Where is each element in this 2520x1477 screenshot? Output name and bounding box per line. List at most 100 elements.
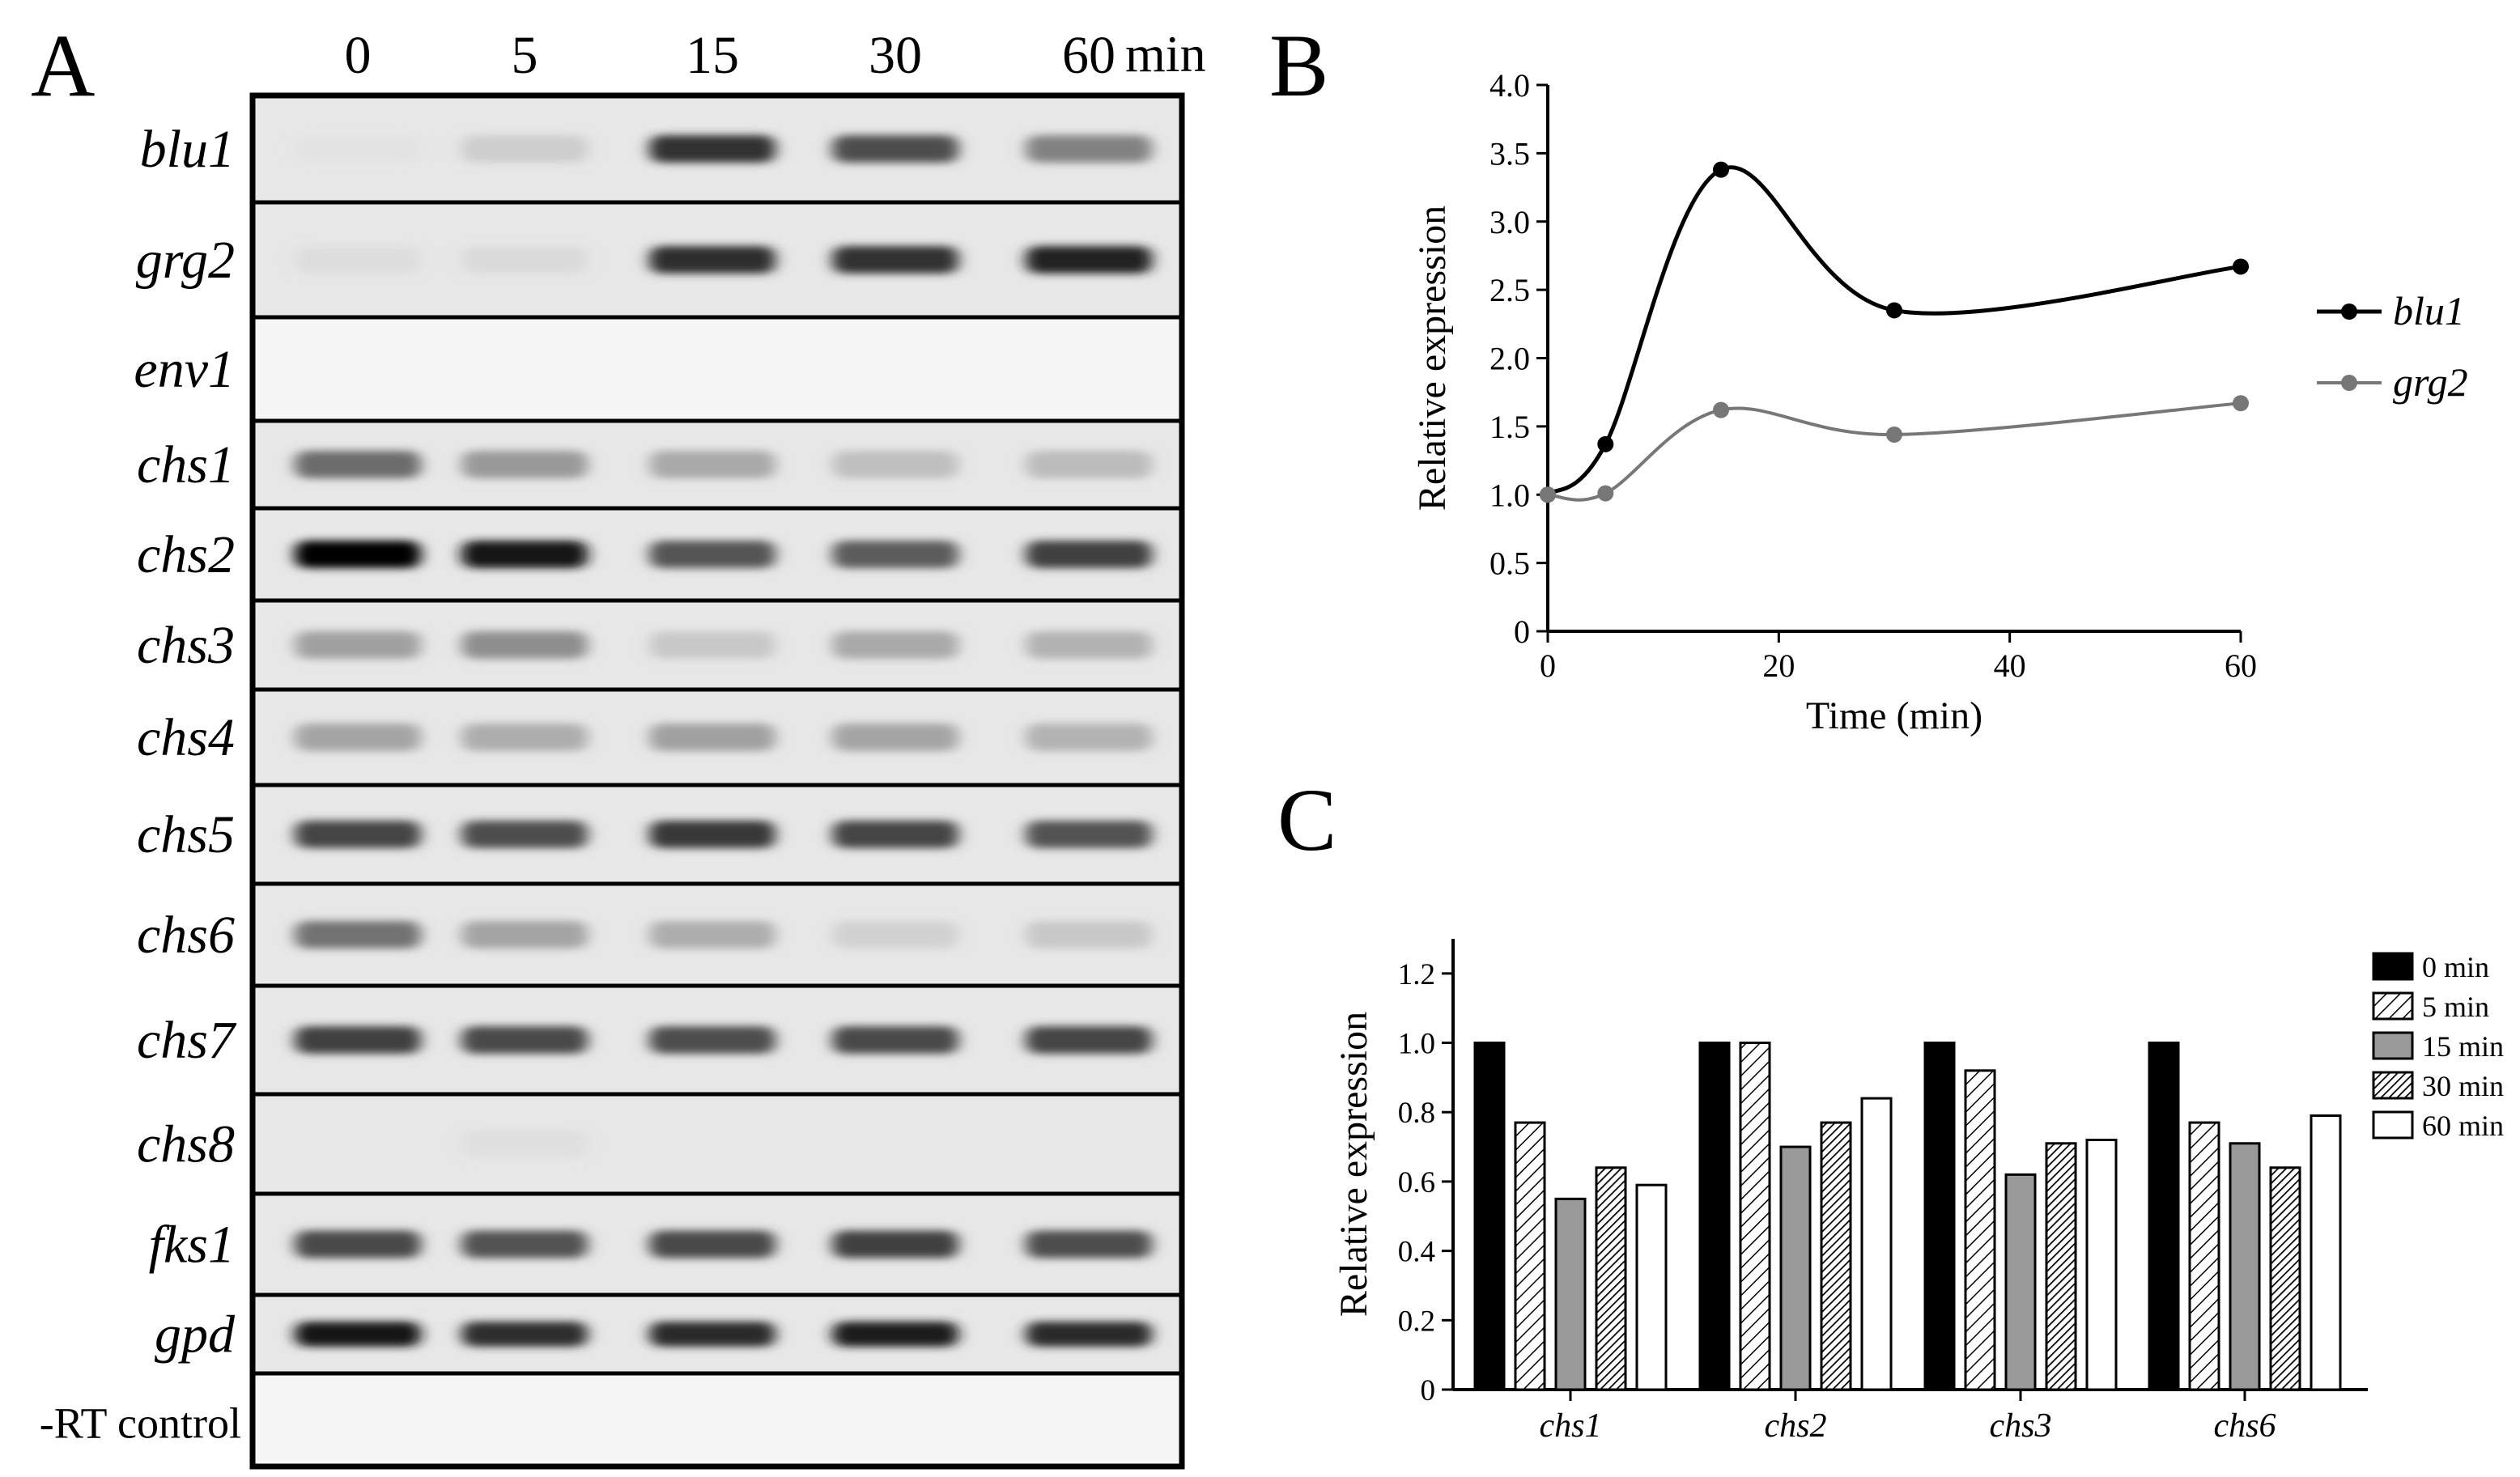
gel-band [295, 1321, 421, 1348]
gel-row [250, 1292, 1184, 1376]
gel-band [832, 1230, 958, 1258]
gel-band [461, 921, 588, 949]
x-tick-label: 60 [2225, 647, 2257, 684]
gene-label: chs2 [137, 525, 235, 584]
gel-band [461, 1230, 588, 1258]
bar [2004, 1173, 2037, 1391]
gel-band [461, 541, 588, 568]
lane-label: 5 [512, 26, 538, 85]
gel-band [649, 246, 776, 274]
gel-band [832, 631, 958, 659]
legend-marker [2341, 303, 2357, 320]
y-tick-label: 4.0 [1489, 67, 1530, 104]
time-unit-label: min [1125, 25, 1206, 83]
gene-label: env1 [134, 340, 235, 399]
gel-row [250, 783, 1184, 886]
gel-band [1026, 821, 1152, 848]
lane-label: 30 [869, 26, 922, 85]
gel-band [832, 135, 958, 163]
y-tick-label: 2.0 [1489, 341, 1530, 377]
series-line [1546, 165, 2242, 497]
y-tick-label: 0.2 [1398, 1305, 1435, 1338]
x-tick-label: 40 [1994, 647, 2026, 684]
gene-label: chs1 [137, 435, 235, 494]
legend-swatch [2372, 1031, 2414, 1060]
bar [1860, 1097, 1893, 1391]
gel-band [649, 541, 776, 568]
gel-band [649, 631, 776, 659]
y-tick-label: 0.6 [1398, 1166, 1435, 1199]
gel-row [250, 418, 1184, 511]
gel-row-frame [250, 1092, 1184, 1196]
gel-band [1026, 921, 1152, 949]
gene-label: chs8 [137, 1115, 235, 1174]
gel-band [649, 135, 776, 163]
gene-label: gpd [155, 1305, 236, 1365]
gel-band [461, 631, 588, 659]
panel-c-label: C [1277, 770, 1336, 869]
gel-band [461, 1321, 588, 1348]
gel-band [649, 921, 776, 949]
line-chart-series [1540, 161, 2249, 503]
legend-label: grg2 [2393, 359, 2468, 405]
gel-band [1026, 246, 1152, 274]
gel-row [250, 881, 1184, 988]
gel-band [832, 1321, 958, 1348]
gel-band [295, 541, 421, 568]
gel-band [649, 1026, 776, 1054]
gel-band [295, 135, 421, 163]
panel-a-label: A [31, 16, 95, 115]
legend-swatch [2372, 952, 2414, 981]
x-tick-label: chs1 [1540, 1407, 1602, 1445]
lane-label: 0 [345, 26, 372, 85]
bar [1514, 1121, 1546, 1391]
bar [1635, 1183, 1668, 1391]
legend-label: 15 min [2422, 1030, 2504, 1063]
gene-label: chs5 [137, 805, 235, 864]
x-tick-label: 0 [1540, 647, 1556, 684]
gel-band [295, 451, 421, 478]
x-axis-title: Time (min) [1806, 694, 1982, 737]
lane-labels: 0 5 15 30 60 [345, 26, 1116, 85]
y-tick-label: 0.8 [1398, 1097, 1435, 1130]
gel-band [295, 921, 421, 949]
gel-band [461, 821, 588, 848]
gel-band [461, 246, 588, 274]
gene-label: blu1 [140, 120, 235, 179]
bar [1779, 1145, 1812, 1391]
bar [2229, 1142, 2261, 1391]
y-tick-label: 3.0 [1489, 204, 1530, 240]
bar [1739, 1042, 1771, 1391]
gel-band [1026, 1026, 1152, 1054]
gel-band [295, 631, 421, 659]
gel-band [832, 921, 958, 949]
gene-label: chs6 [137, 906, 235, 965]
data-point [1597, 485, 1614, 502]
gel-band [461, 135, 588, 163]
gel-row [250, 1191, 1184, 1297]
data-point [1540, 486, 1556, 503]
y-tick-label: 3.5 [1489, 135, 1530, 172]
data-point [2233, 395, 2249, 412]
gel-band [1026, 135, 1152, 163]
gel-band [649, 821, 776, 848]
gene-label: chs4 [137, 708, 235, 767]
bar [2045, 1142, 2077, 1391]
bar [1554, 1197, 1587, 1391]
x-tick-label: chs6 [2214, 1407, 2276, 1445]
data-point [1886, 302, 1902, 319]
gel-row-frame [250, 1371, 1184, 1469]
gel-panel: A min 0 5 15 30 60 blu1 grg2 env1 chs1 chs2 chs3 c… [31, 16, 1206, 1470]
gel-band [461, 724, 588, 751]
line-chart-panel: B 0 0.5 1.0 1.5 2.0 2.5 3.0 3.5 4.0 0 20 40 60 Time (… [1269, 16, 2468, 737]
bar [2085, 1139, 2118, 1391]
series-line [1547, 401, 2242, 502]
y-tick-label: 2.5 [1489, 272, 1530, 308]
legend-marker [2341, 375, 2357, 391]
gene-label: chs7 [137, 1011, 237, 1070]
gel-rows [249, 92, 1185, 1470]
y-tick-label: 0 [1421, 1374, 1436, 1407]
y-tick-label: 0.5 [1489, 545, 1530, 582]
gel-row-frame [250, 315, 1184, 423]
